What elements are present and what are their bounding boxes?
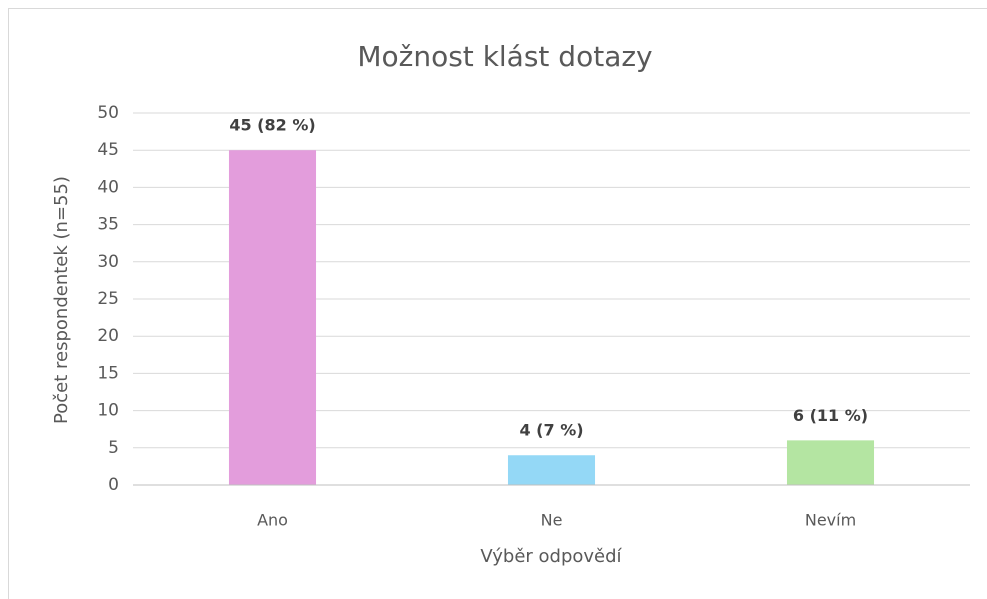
value-label: 45 (82 %): [229, 116, 315, 135]
bar: [507, 455, 596, 485]
chart-frame: [8, 8, 987, 599]
value-label: 4 (7 %): [519, 421, 583, 440]
y-tick-label: 50: [97, 103, 119, 123]
x-tick-label: Ne: [541, 511, 563, 530]
y-tick-label: 15: [97, 363, 119, 383]
chart-title: Možnost klást dotazy: [357, 40, 652, 73]
x-tick-label: Nevím: [805, 511, 856, 530]
y-tick-label: 20: [97, 326, 119, 346]
value-label: 6 (11 %): [793, 406, 868, 425]
x-axis-title: Výběr odpovědí: [480, 546, 622, 567]
y-tick-label: 10: [97, 401, 119, 421]
x-tick-label: Ano: [257, 511, 288, 530]
y-tick-label: 25: [97, 289, 119, 309]
bar: [228, 150, 317, 485]
y-tick-label: 0: [108, 475, 119, 495]
bar: [786, 440, 875, 485]
y-tick-label: 5: [108, 438, 119, 458]
y-axis-title: Počet respondentek (n=55): [51, 176, 72, 424]
y-tick-label: 45: [97, 140, 119, 160]
y-tick-label: 40: [97, 177, 119, 197]
y-tick-label: 30: [97, 252, 119, 272]
y-tick-label: 35: [97, 215, 119, 235]
